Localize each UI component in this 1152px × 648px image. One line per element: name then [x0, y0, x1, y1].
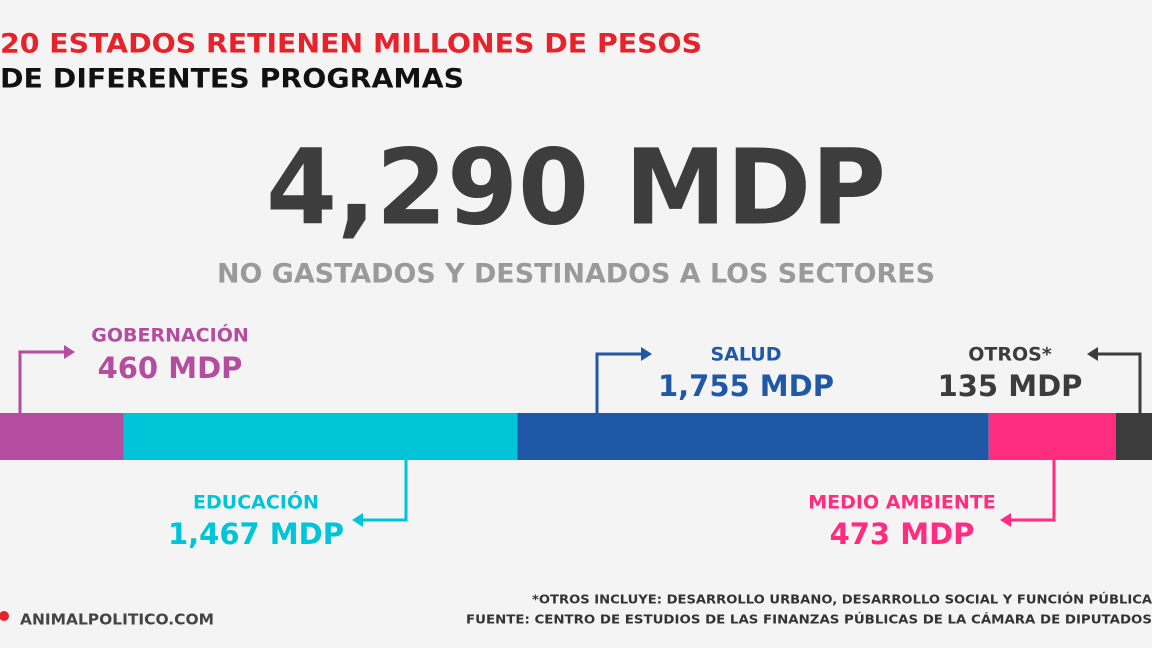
category-label: OTROS* — [968, 344, 1052, 366]
arrow — [1008, 460, 1056, 522]
title-line-2: DE DIFERENTES PROGRAMAS — [0, 64, 464, 95]
category-label: GOBERNACIÓN — [91, 323, 249, 347]
bar-segment — [988, 413, 1116, 460]
category-label: SALUD — [710, 344, 781, 366]
arrow-head — [1087, 347, 1098, 361]
value-label: 1,467 MDP — [168, 517, 344, 551]
category-label: EDUCACIÓN — [193, 490, 319, 514]
value-label: 1,755 MDP — [658, 369, 834, 403]
arrow-head — [352, 513, 363, 527]
brand: ANIMALPOLITICO.COM — [20, 611, 214, 629]
arrow-head — [1000, 513, 1011, 527]
arrow-head — [641, 347, 652, 361]
arrow — [18, 350, 67, 413]
brand-icon — [0, 611, 9, 621]
arrow — [1095, 352, 1142, 413]
value-label: 135 MDP — [938, 369, 1083, 403]
headline-caption: NO GASTADOS Y DESTINADOS A LOS SECTORES — [217, 259, 935, 290]
arrow-head — [64, 345, 75, 359]
arrow — [595, 352, 644, 413]
value-label: 460 MDP — [98, 351, 243, 385]
bar-segment — [123, 413, 518, 460]
bar-segment — [0, 413, 124, 460]
bar-segment — [517, 413, 989, 460]
category-label: MEDIO AMBIENTE — [808, 492, 995, 514]
headline: 4,290 MDP — [266, 126, 886, 248]
value-label: 473 MDP — [830, 517, 975, 551]
arrow — [360, 460, 408, 522]
title: 20 ESTADOS RETIENEN MILLONES DE PESOS — [0, 29, 702, 60]
source: FUENTE: CENTRO DE ESTUDIOS DE LAS FINANZ… — [466, 612, 1152, 627]
footnote: *OTROS INCLUYE: DESARROLLO URBANO, DESAR… — [532, 592, 1152, 607]
bar-segment — [1115, 413, 1152, 460]
